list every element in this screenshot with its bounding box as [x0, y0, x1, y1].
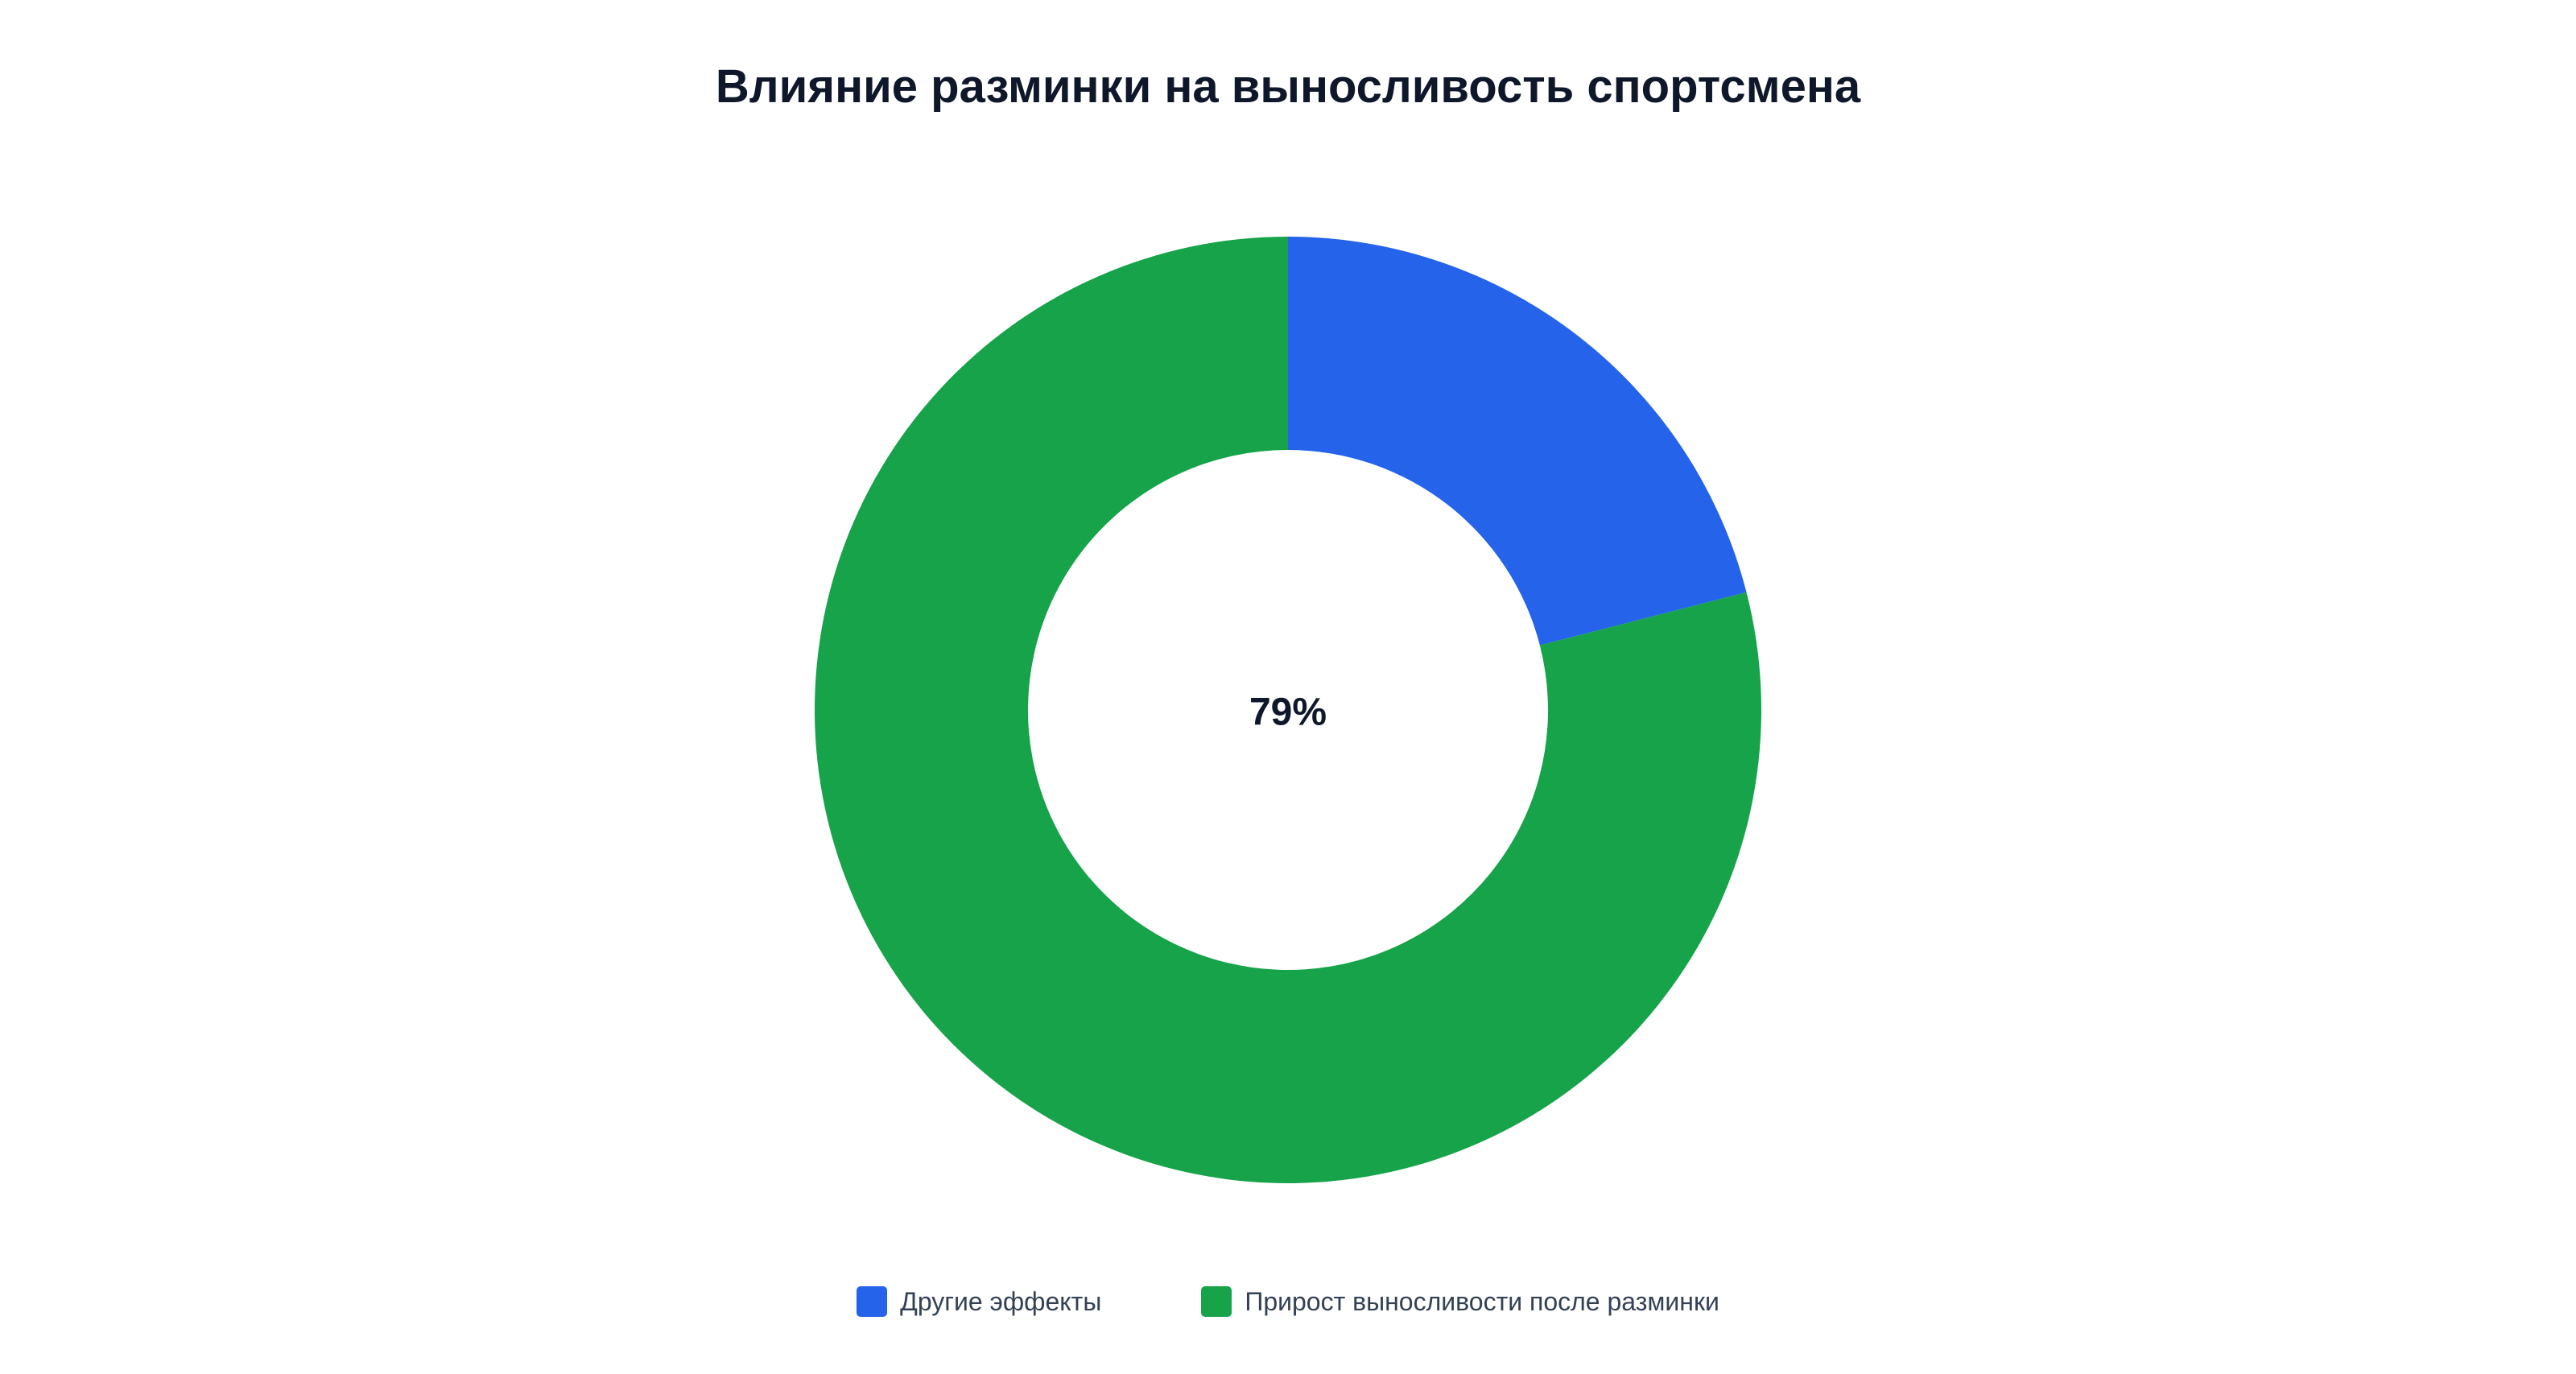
center-percentage-label: 79%	[1249, 691, 1327, 734]
donut-slice-other-effects[interactable]	[1288, 237, 1747, 646]
donut-slice-endurance-gain[interactable]	[815, 237, 1761, 1183]
donut-slices	[815, 237, 1761, 1183]
chart-legend: Другие эффекты Прирост выносливости посл…	[0, 1286, 2576, 1317]
legend-item-other-effects[interactable]: Другие эффекты	[857, 1286, 1101, 1317]
chart-title: Влияние разминки на выносливость спортсм…	[715, 60, 1861, 113]
legend-swatch-other-effects	[857, 1286, 888, 1317]
legend-swatch-endurance-gain	[1201, 1286, 1232, 1317]
legend-label-other-effects: Другие эффекты	[900, 1286, 1102, 1316]
legend-label-endurance-gain: Прирост выносливости после разминки	[1245, 1286, 1719, 1316]
legend-item-endurance-gain[interactable]: Прирост выносливости после разминки	[1201, 1286, 1719, 1317]
